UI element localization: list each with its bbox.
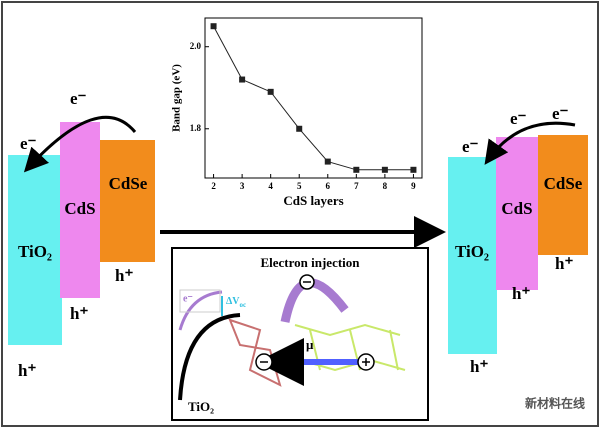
label: CdS	[501, 199, 532, 218]
electron: e⁻	[70, 89, 87, 108]
mobility: μ	[306, 337, 314, 352]
arrow	[484, 121, 576, 165]
cdse-band	[100, 140, 155, 262]
point	[267, 88, 274, 95]
band-curve	[178, 313, 241, 401]
hole: h⁺	[115, 266, 133, 285]
x-tick-label: 8	[383, 181, 388, 191]
x-tick-label: 7	[354, 181, 359, 191]
label: TiO₂	[18, 242, 52, 261]
band-curve	[178, 290, 223, 331]
point	[410, 166, 417, 173]
y-tick-label: 2.0	[190, 41, 202, 51]
tio2-band	[8, 155, 62, 345]
hole: h⁺	[512, 284, 530, 303]
label: TiO₂	[455, 242, 489, 261]
point	[239, 76, 246, 83]
inset-panel	[171, 247, 429, 421]
label: CdSe	[544, 174, 583, 193]
electron: e⁻	[552, 104, 569, 123]
box	[179, 289, 221, 313]
watermark: 新材料在线	[525, 396, 585, 411]
point	[381, 166, 388, 173]
x-tick-label: 2	[211, 181, 216, 191]
hole: h⁺	[70, 304, 88, 323]
electron: e⁻	[183, 293, 193, 304]
y-tick-label: 1.8	[190, 123, 202, 133]
hole: h⁺	[470, 357, 488, 376]
electron: e⁻	[20, 134, 37, 153]
x-tick-label: 5	[297, 181, 302, 191]
hole: h⁺	[18, 361, 36, 380]
hole: h⁺	[555, 254, 573, 273]
y-axis-label: Band gap (eV)	[171, 64, 183, 132]
point	[353, 166, 360, 173]
point	[210, 23, 217, 30]
electron: e⁻	[462, 137, 479, 156]
x-tick-label: 3	[240, 181, 245, 191]
plot-frame	[204, 17, 423, 179]
voltage: ΔVoc	[226, 296, 246, 308]
material: TiO₂	[188, 399, 214, 414]
arrow	[23, 115, 137, 173]
series-line	[213, 25, 414, 171]
plus	[362, 358, 370, 366]
electron: e⁻	[510, 109, 527, 128]
inset-title: Electron injection	[260, 255, 360, 270]
point	[296, 125, 303, 132]
cds-band	[60, 122, 100, 298]
label: CdS	[64, 199, 95, 218]
tio2-band	[448, 157, 497, 354]
x-axis-label: CdS layers	[283, 193, 343, 208]
cdse-band	[538, 135, 588, 255]
point	[324, 158, 331, 165]
x-tick-label: 9	[411, 181, 416, 191]
x-tick-label: 6	[326, 181, 331, 191]
label: CdSe	[109, 174, 148, 193]
x-tick-label: 4	[268, 181, 273, 191]
